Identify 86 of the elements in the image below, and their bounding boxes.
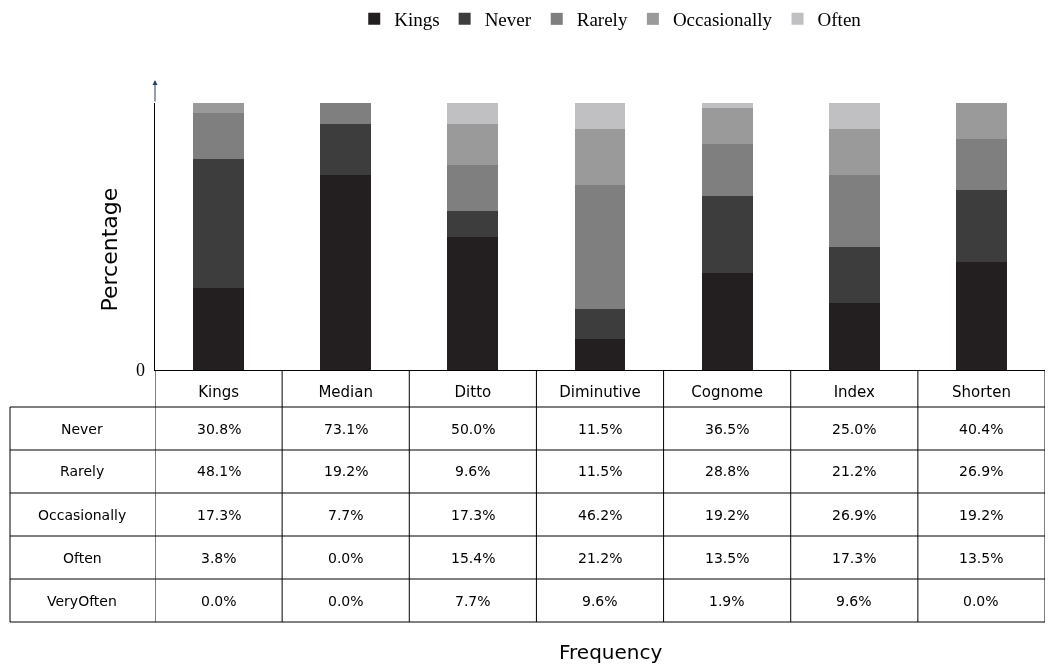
data-label: 0.0% [201, 593, 237, 609]
bar [701, 272, 753, 370]
bar [574, 308, 626, 340]
data-label: 13.5% [705, 550, 750, 566]
bar [193, 113, 244, 160]
data-label: 19.2% [959, 507, 1004, 523]
data-label: 25.0% [832, 421, 877, 437]
data-label: 36.5% [705, 421, 750, 437]
bar [701, 195, 753, 273]
x-tick-label: Diminutive [559, 383, 641, 401]
data-label: 46.2% [578, 507, 623, 523]
data-label: 3.8% [201, 550, 237, 566]
data-label: 9.6% [455, 463, 491, 479]
bar [828, 303, 880, 370]
data-label: 50.0% [451, 421, 496, 437]
bar [193, 159, 244, 288]
text: VeryOften [47, 593, 117, 609]
data-label: 0.0% [328, 593, 364, 609]
bar [701, 103, 753, 109]
bar [447, 236, 499, 370]
data-label: 30.8% [197, 421, 242, 437]
data-label: 17.3% [451, 507, 496, 523]
bar [193, 103, 244, 114]
bar [320, 123, 372, 175]
bar [828, 128, 880, 175]
legend-label: Rarely [576, 9, 628, 31]
x-tick-label: Cognome [691, 383, 763, 401]
text: Rarely [60, 463, 105, 479]
bar [828, 103, 880, 129]
x-tick-label: Ditto [454, 383, 492, 401]
text: Often [63, 550, 102, 566]
x-tick-label: Index [833, 383, 876, 401]
y-axis-title: Percentage [96, 187, 122, 312]
x-tick-label: Shorten [951, 383, 1011, 401]
text: Never [61, 421, 103, 437]
bar [574, 103, 626, 129]
data-label: 21.2% [832, 463, 877, 479]
bar [828, 174, 880, 247]
data-label: 73.1% [324, 421, 369, 437]
data-label: 15.4% [451, 550, 496, 566]
bar [574, 185, 626, 309]
bar [447, 123, 499, 165]
legend-label: Occasionally [672, 9, 773, 31]
data-label: 13.5% [959, 550, 1004, 566]
bar [956, 190, 1007, 263]
data-label: 0.0% [963, 593, 999, 609]
data-label: 17.3% [197, 507, 242, 523]
legend-label: Often [817, 9, 862, 31]
bar [956, 262, 1007, 370]
data-label: 9.6% [836, 593, 872, 609]
data-label: 19.2% [324, 463, 369, 479]
data-label: 21.2% [578, 550, 623, 566]
bar [447, 164, 499, 211]
data-label: 26.9% [959, 463, 1004, 479]
data-label: 11.5% [578, 463, 623, 479]
text: 0 [136, 360, 145, 380]
data-label: 40.4% [959, 421, 1004, 437]
data-label: 1.9% [709, 593, 745, 609]
legend-label: Never [484, 9, 532, 31]
data-label: 11.5% [578, 421, 623, 437]
data-label: 19.2% [705, 507, 750, 523]
data-label: 48.1% [197, 463, 242, 479]
bar [320, 103, 372, 124]
x-tick-label: Kings [198, 383, 240, 401]
bar [956, 139, 1007, 191]
legend-label: Kings [394, 9, 440, 31]
data-label: 0.0% [328, 550, 364, 566]
data-label: 28.8% [705, 463, 750, 479]
bar [574, 339, 626, 370]
data-label: 26.9% [832, 507, 877, 523]
bar [956, 103, 1007, 140]
text: Frequency [559, 640, 663, 664]
data-label: 7.7% [328, 507, 364, 523]
x-tick-label: Median [318, 383, 373, 401]
data-label: 17.3% [832, 550, 877, 566]
bar [701, 108, 753, 145]
bar [828, 246, 880, 304]
data-label: 7.7% [455, 593, 491, 609]
text: Occasionally [38, 507, 127, 523]
bar [447, 103, 499, 124]
bar [701, 144, 753, 196]
bar [193, 287, 244, 370]
bar [447, 210, 499, 237]
bar [574, 128, 626, 186]
bar [320, 174, 372, 370]
data-label: 9.6% [582, 593, 618, 609]
